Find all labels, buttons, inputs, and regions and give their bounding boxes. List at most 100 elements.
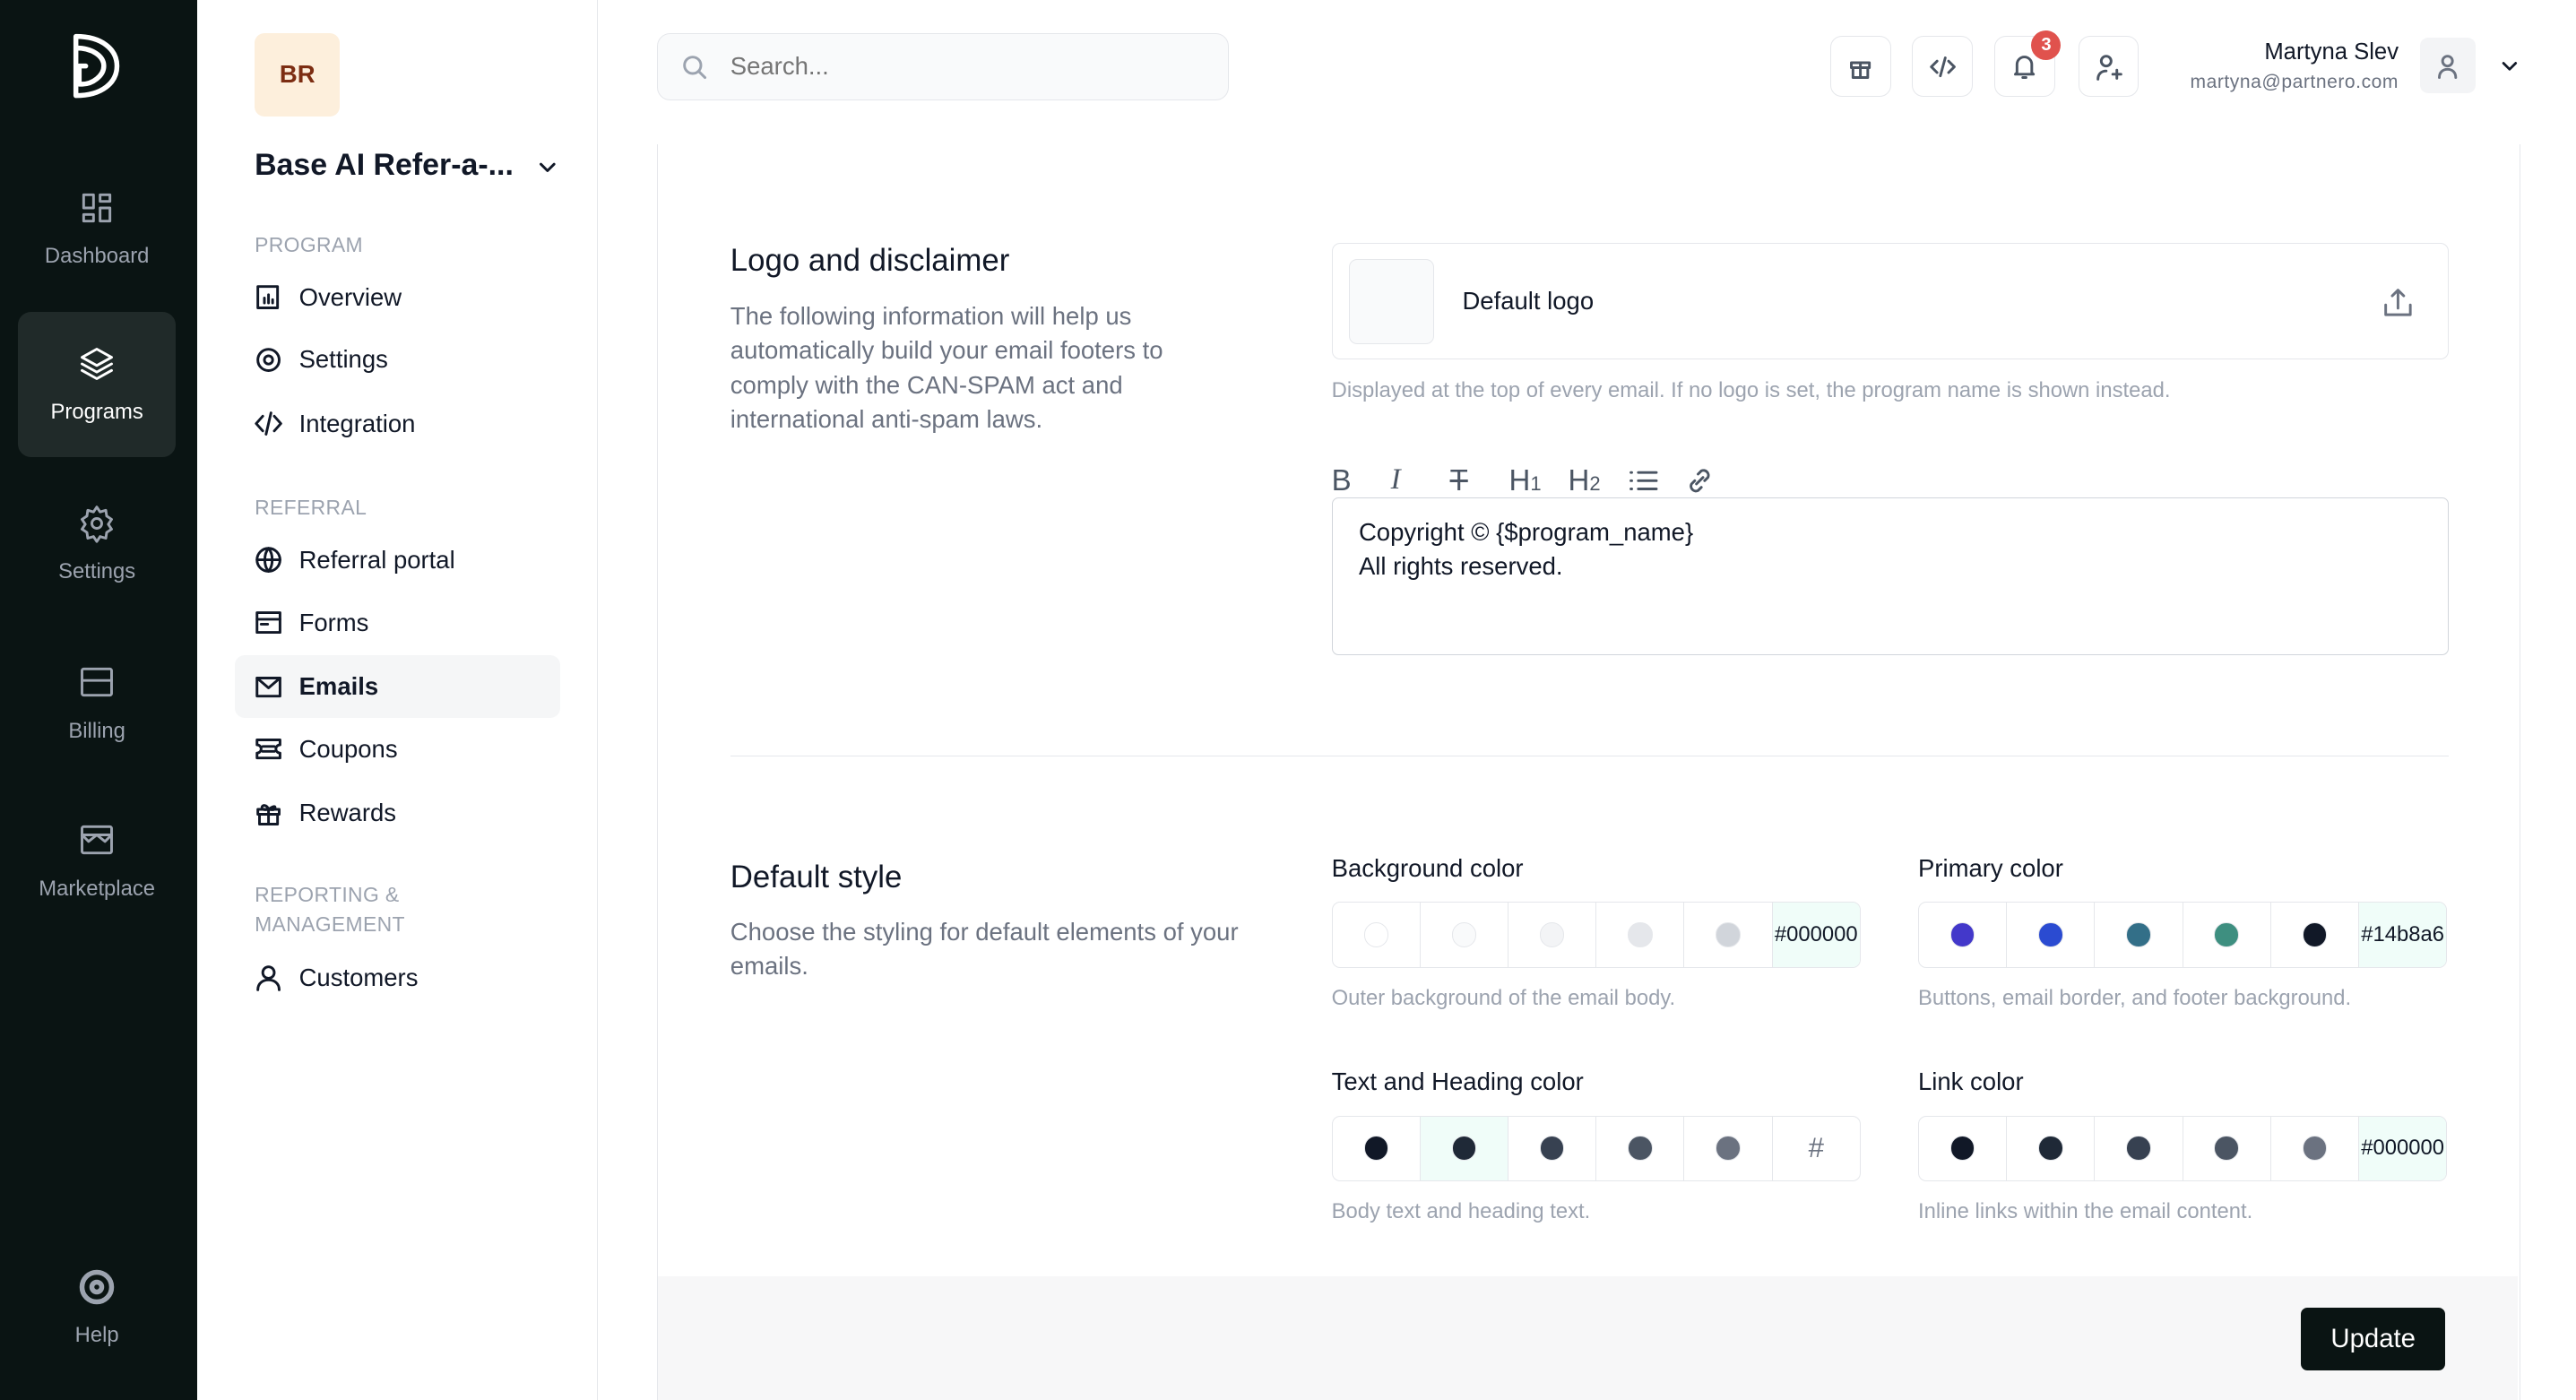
color-swatch[interactable] [2007, 903, 2096, 967]
gift-icon [256, 803, 281, 825]
nav-coupons[interactable]: Coupons [235, 718, 560, 781]
link-icon[interactable] [1683, 464, 1716, 497]
user-name: Martyna Slev [2264, 39, 2399, 65]
color-swatch[interactable] [1919, 903, 2008, 967]
color-swatch[interactable] [1420, 1116, 1509, 1180]
swatch-dot [2126, 922, 2151, 947]
section-management: MANAGEMENT [255, 912, 405, 937]
nav-integration[interactable]: Integration [235, 393, 560, 455]
swatch-dot [2038, 1136, 2063, 1161]
gear-icon [81, 505, 114, 543]
chevron-down-icon[interactable] [2499, 56, 2520, 77]
color-swatch[interactable] [1684, 903, 1773, 967]
nav-customers[interactable]: Customers [235, 946, 560, 1009]
notification-badge: 3 [2031, 30, 2062, 60]
rail-label: Dashboard [44, 243, 150, 268]
program-avatar: BR [255, 32, 341, 117]
nav-label: Referral portal [298, 546, 455, 574]
color-swatch[interactable] [2095, 903, 2183, 967]
swatch-dot [2214, 1136, 2239, 1161]
update-button[interactable]: Update [2301, 1307, 2446, 1370]
nav-referral-portal[interactable]: Referral portal [235, 529, 560, 592]
custom-color-input[interactable]: #000000 [1772, 903, 1860, 967]
program-switcher[interactable]: Base AI Refer-a-... [255, 147, 514, 182]
rail-label: Billing [68, 718, 125, 743]
color-group-hint: Outer background of the email body. [1331, 985, 1676, 1010]
color-swatch[interactable] [1596, 903, 1685, 967]
nav-label: Settings [298, 345, 388, 374]
strikethrough-button[interactable]: T [1449, 462, 1468, 497]
section-description: The following information will help us a… [730, 301, 1163, 434]
color-picker: #000000 [1917, 1115, 2448, 1181]
color-swatch[interactable] [1333, 1116, 1421, 1180]
heading2-button[interactable]: H2 [1568, 462, 1601, 497]
color-swatch[interactable] [1596, 1116, 1685, 1180]
color-swatch[interactable] [1508, 903, 1597, 967]
upload-icon[interactable] [2382, 287, 2414, 318]
nav-settings[interactable]: Settings [235, 329, 560, 392]
color-swatch[interactable] [1421, 903, 1509, 967]
swatch-dot [1716, 1136, 1741, 1161]
gift-icon [1850, 61, 1871, 79]
code-button[interactable] [1912, 36, 1974, 98]
search-box[interactable] [657, 32, 1229, 100]
disclaimer-editor[interactable]: Copyright © {$program_name} All rights r… [1331, 497, 2449, 656]
globe-icon [255, 547, 281, 574]
notifications-button[interactable]: 3 [1994, 30, 2062, 98]
nav-label: Emails [298, 672, 379, 701]
nav-label: Coupons [298, 734, 398, 763]
user-icon [2438, 54, 2458, 79]
italic-button[interactable]: I [1390, 463, 1401, 497]
color-group-hint: Buttons, email border, and footer backgr… [1917, 985, 2352, 1010]
bold-button[interactable]: B [1331, 462, 1352, 497]
color-swatch[interactable] [2007, 1116, 2096, 1180]
heading1-button[interactable]: H1 [1508, 462, 1542, 497]
nav-label: Forms [298, 608, 369, 636]
swatch-dot [1539, 922, 1565, 947]
nav-rewards[interactable]: Rewards [235, 782, 560, 844]
swatch-dot [1363, 922, 1388, 947]
partnero-logo-icon[interactable] [73, 33, 122, 99]
rail-item-marketplace[interactable]: Marketplace [18, 789, 176, 933]
color-swatch[interactable] [1684, 1116, 1773, 1180]
rail-item-settings[interactable]: Settings [18, 471, 176, 616]
color-swatch[interactable] [2095, 1116, 2183, 1180]
chevron-down-icon[interactable] [536, 156, 559, 179]
editor-line: All rights reserved. [1358, 552, 1563, 581]
gift-button[interactable] [1829, 36, 1891, 98]
rail-item-dashboard[interactable]: Dashboard [18, 156, 176, 300]
nav-emails[interactable]: Emails [235, 655, 560, 718]
swatch-dot [1539, 1136, 1565, 1161]
swatch-dot [1628, 1136, 1653, 1161]
color-swatch[interactable] [2183, 1116, 2271, 1180]
rail-item-help[interactable]: Help [18, 1235, 176, 1379]
color-swatch[interactable] [1919, 1116, 2008, 1180]
rail-item-programs[interactable]: Programs [18, 312, 177, 457]
section-title: Default style [730, 859, 903, 894]
bullet-list-icon[interactable] [1627, 464, 1660, 497]
nav-overview[interactable]: Overview [235, 266, 560, 329]
invite-user-button[interactable] [2078, 36, 2139, 98]
color-swatch[interactable] [2271, 903, 2359, 967]
color-swatch[interactable] [2183, 903, 2271, 967]
nav-forms[interactable]: Forms [235, 592, 560, 654]
section-reporting: REPORTING & [255, 883, 400, 907]
color-swatch[interactable] [1333, 903, 1421, 967]
custom-color-input[interactable]: #14b8a6 [2359, 903, 2447, 967]
search-input[interactable] [730, 52, 1190, 82]
logo-hint: Displayed at the top of every email. If … [1331, 377, 2171, 402]
custom-color-input[interactable]: #000000 [2359, 1116, 2447, 1180]
logo-upload[interactable]: Default logo [1331, 243, 2449, 360]
color-swatch[interactable] [2271, 1116, 2359, 1180]
report-icon [256, 285, 280, 310]
color-swatch[interactable] [1508, 1116, 1597, 1180]
mail-icon [255, 676, 281, 697]
avatar[interactable] [2419, 38, 2477, 94]
color-group-label: Background color [1331, 854, 1524, 883]
rail-item-billing[interactable]: Billing [18, 631, 176, 775]
custom-color-input[interactable]: # [1808, 1132, 1824, 1164]
section-title: Logo and disclaimer [730, 243, 1010, 279]
user-info[interactable]: Martyna Slev martyna@partnero.com [2190, 39, 2399, 93]
swatch-dot [1949, 1136, 1975, 1161]
section-description: Choose the styling for default elements … [730, 917, 1239, 981]
